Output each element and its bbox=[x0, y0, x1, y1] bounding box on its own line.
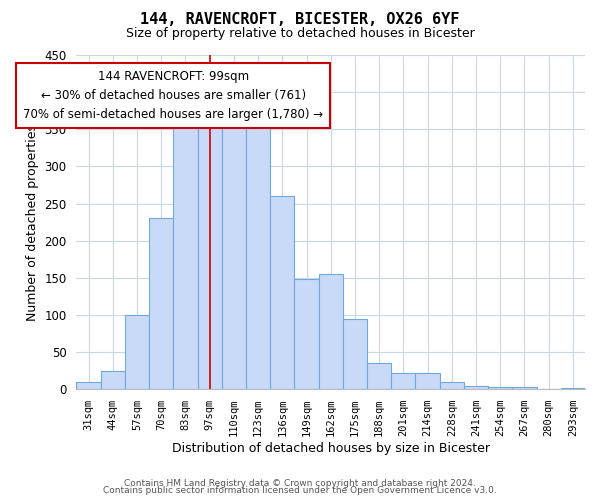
Bar bbox=[270, 196, 295, 389]
Bar bbox=[222, 110, 246, 389]
Text: 144 RAVENCROFT: 99sqm
← 30% of detached houses are smaller (761)
70% of semi-det: 144 RAVENCROFT: 99sqm ← 30% of detached … bbox=[23, 70, 323, 121]
Bar bbox=[464, 386, 488, 389]
Bar bbox=[367, 363, 391, 389]
X-axis label: Distribution of detached houses by size in Bicester: Distribution of detached houses by size … bbox=[172, 442, 490, 455]
Text: Contains public sector information licensed under the Open Government Licence v3: Contains public sector information licen… bbox=[103, 486, 497, 495]
Bar bbox=[246, 126, 270, 389]
Bar bbox=[415, 373, 440, 389]
Bar bbox=[149, 218, 173, 389]
Bar bbox=[101, 370, 125, 389]
Bar bbox=[561, 388, 585, 389]
Bar bbox=[76, 382, 101, 389]
Bar bbox=[343, 318, 367, 389]
Bar bbox=[440, 382, 464, 389]
Y-axis label: Number of detached properties: Number of detached properties bbox=[26, 124, 39, 320]
Bar bbox=[319, 274, 343, 389]
Text: 144, RAVENCROFT, BICESTER, OX26 6YF: 144, RAVENCROFT, BICESTER, OX26 6YF bbox=[140, 12, 460, 28]
Bar bbox=[488, 387, 512, 389]
Text: Contains HM Land Registry data © Crown copyright and database right 2024.: Contains HM Land Registry data © Crown c… bbox=[124, 478, 476, 488]
Bar bbox=[512, 387, 536, 389]
Bar bbox=[173, 118, 197, 389]
Bar bbox=[295, 280, 319, 389]
Bar bbox=[197, 110, 222, 389]
Text: Size of property relative to detached houses in Bicester: Size of property relative to detached ho… bbox=[125, 28, 475, 40]
Bar bbox=[125, 315, 149, 389]
Bar bbox=[391, 373, 415, 389]
